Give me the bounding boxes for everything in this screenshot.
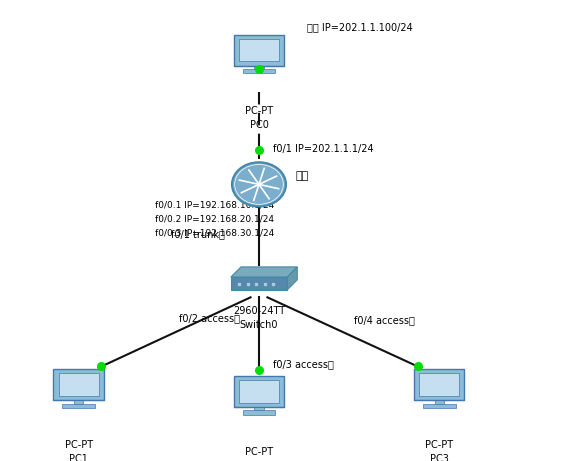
Text: 内网: 内网 xyxy=(296,171,309,181)
Polygon shape xyxy=(287,267,297,290)
Text: f0/0.2 IP=192.168.20.1/24: f0/0.2 IP=192.168.20.1/24 xyxy=(155,214,274,224)
Text: f0/3 access口: f0/3 access口 xyxy=(273,360,334,370)
Text: PC-PT
PC3: PC-PT PC3 xyxy=(425,440,453,461)
Bar xyxy=(254,407,263,410)
FancyBboxPatch shape xyxy=(59,373,99,396)
Bar xyxy=(74,400,83,403)
Text: f0/0.3 IP=192.168.30.1/24: f0/0.3 IP=192.168.30.1/24 xyxy=(155,228,274,237)
Polygon shape xyxy=(231,267,297,277)
Bar xyxy=(243,410,275,414)
FancyBboxPatch shape xyxy=(414,369,464,400)
Text: f0/1 trunk口: f0/1 trunk口 xyxy=(171,230,225,239)
Text: f0/0.1 IP=192.168.10.1/24: f0/0.1 IP=192.168.10.1/24 xyxy=(155,201,274,210)
FancyBboxPatch shape xyxy=(53,369,104,400)
FancyBboxPatch shape xyxy=(419,373,459,396)
FancyBboxPatch shape xyxy=(239,380,279,402)
Text: 2960-24TT
Switch0: 2960-24TT Switch0 xyxy=(233,306,285,330)
Bar xyxy=(243,69,275,73)
FancyBboxPatch shape xyxy=(234,376,284,407)
Bar xyxy=(62,403,95,408)
Bar xyxy=(254,65,263,69)
Text: f0/2 access口: f0/2 access口 xyxy=(179,313,240,323)
Bar xyxy=(435,400,444,403)
FancyBboxPatch shape xyxy=(234,35,284,66)
FancyBboxPatch shape xyxy=(239,39,279,61)
Text: PC-PT
PC0: PC-PT PC0 xyxy=(245,106,273,130)
FancyBboxPatch shape xyxy=(231,277,287,290)
Circle shape xyxy=(232,162,286,207)
Text: PC-PT
PC1: PC-PT PC1 xyxy=(65,440,93,461)
Text: f0/4 access口: f0/4 access口 xyxy=(354,315,415,325)
Text: f0/1 IP=202.1.1.1/24: f0/1 IP=202.1.1.1/24 xyxy=(273,144,374,154)
Text: 外网 IP=202.1.1.100/24: 外网 IP=202.1.1.100/24 xyxy=(307,23,413,33)
Bar xyxy=(423,403,455,408)
Text: PC-PT
PC2: PC-PT PC2 xyxy=(245,447,273,461)
